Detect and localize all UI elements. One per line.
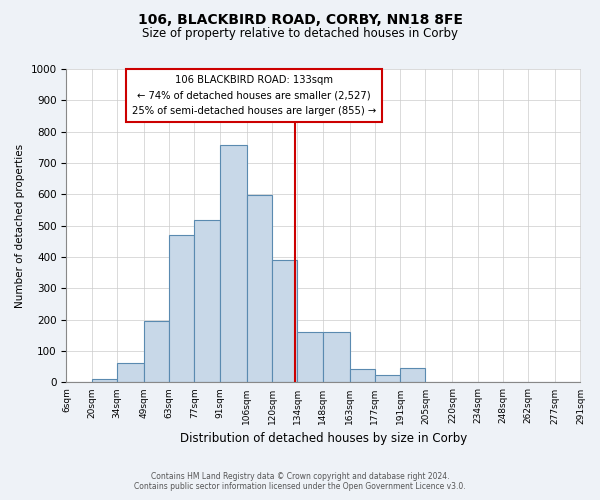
Bar bbox=[144, 322, 169, 382]
Bar bbox=[247, 196, 272, 382]
Bar bbox=[220, 145, 247, 382]
Text: Size of property relative to detached houses in Corby: Size of property relative to detached ho… bbox=[142, 28, 458, 40]
Bar bbox=[375, 374, 400, 382]
Bar bbox=[169, 235, 194, 382]
Y-axis label: Number of detached properties: Number of detached properties bbox=[15, 144, 25, 308]
Text: 106, BLACKBIRD ROAD, CORBY, NN18 8FE: 106, BLACKBIRD ROAD, CORBY, NN18 8FE bbox=[137, 12, 463, 26]
Bar bbox=[272, 260, 297, 382]
Bar bbox=[194, 220, 220, 382]
Bar bbox=[117, 362, 144, 382]
Bar bbox=[92, 380, 117, 382]
Bar bbox=[323, 332, 350, 382]
Bar bbox=[400, 368, 425, 382]
Bar bbox=[297, 332, 323, 382]
Text: Contains public sector information licensed under the Open Government Licence v3: Contains public sector information licen… bbox=[134, 482, 466, 491]
X-axis label: Distribution of detached houses by size in Corby: Distribution of detached houses by size … bbox=[180, 432, 467, 445]
Text: Contains HM Land Registry data © Crown copyright and database right 2024.: Contains HM Land Registry data © Crown c… bbox=[151, 472, 449, 481]
Bar bbox=[350, 370, 375, 382]
Text: 106 BLACKBIRD ROAD: 133sqm
← 74% of detached houses are smaller (2,527)
25% of s: 106 BLACKBIRD ROAD: 133sqm ← 74% of deta… bbox=[132, 75, 376, 116]
